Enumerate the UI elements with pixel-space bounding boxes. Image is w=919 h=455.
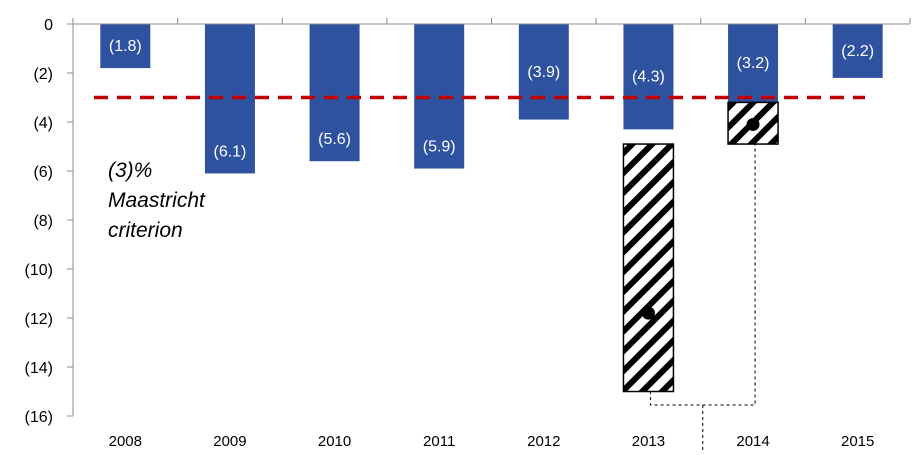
x-tick-label: 2009 [213,433,246,450]
bar-2010 [309,24,360,162]
reference-line-label: (3)% Maastricht criterion [108,159,211,242]
point-marker-2013 [641,306,655,320]
y-tick-label: (14) [25,360,53,377]
x-tick-label: 2010 [318,433,351,450]
bar-value-label: (5.6) [318,131,351,148]
bar-value-label: (3.9) [527,64,560,81]
bar-value-label: (3.2) [737,55,770,72]
y-tick-label: (12) [25,311,53,328]
bar-2013 [623,24,674,130]
bar-value-label: (2.2) [841,43,874,60]
y-tick-label: (10) [25,262,53,279]
x-tick-label: 2015 [841,433,874,450]
bar-2015 [832,24,883,78]
bar-2014 [728,24,779,103]
x-tick-label: 2012 [527,433,560,450]
x-tick-label: 2011 [423,433,455,450]
bar-value-label: (4.3) [632,69,665,86]
x-tick-label: 2014 [736,433,769,450]
bar-2012 [518,24,569,120]
y-tick-label: 0 [44,17,53,34]
reference-label-line-2: Maastricht [108,189,206,212]
y-tick-label: (16) [25,409,53,426]
bar-2008 [100,24,151,69]
hatched-range-2013 [622,143,675,393]
y-tick-label: (6) [33,164,53,181]
reference-label-line-1: (3)% [108,159,152,182]
reference-label-line-3: criterion [108,219,183,242]
bar-value-label: (6.1) [213,143,246,160]
y-tick-label: (2) [33,66,53,83]
bar-value-label: (5.9) [423,139,456,156]
bar-value-label: (1.8) [109,38,142,55]
x-tick-label: 2008 [109,433,142,450]
y-tick-label: (4) [33,115,53,132]
x-tick-label: 2013 [632,433,665,450]
point-marker-2014 [746,117,760,131]
y-tick-label: (8) [33,213,53,230]
